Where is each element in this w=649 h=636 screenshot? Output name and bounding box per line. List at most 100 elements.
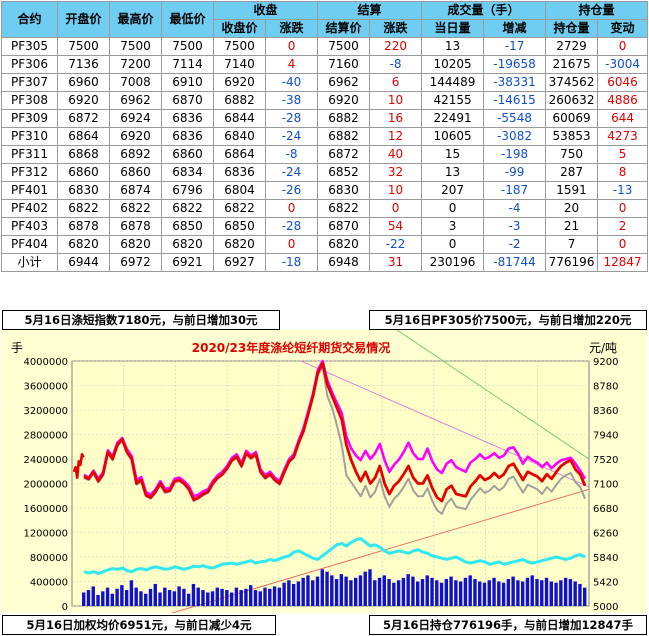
table-cell: 7200 xyxy=(109,55,162,74)
volume-bar xyxy=(559,580,563,606)
table-cell: -198 xyxy=(483,145,547,164)
table-row: PF312 6860 6860 6834 6836 -24 6852 32 13 -99 287 8 xyxy=(1,163,649,182)
table-cell: 6920 xyxy=(317,91,371,110)
left-tick-label: 2800000 xyxy=(23,431,68,442)
table-cell: 7500 xyxy=(317,37,371,56)
table-cell: 6834 xyxy=(161,163,214,182)
table-cell: 0 xyxy=(369,199,423,218)
table-row: PF309 6872 6924 6836 6844 -28 6882 16 22491 -5548… xyxy=(1,109,649,128)
volume-bar xyxy=(287,580,291,606)
table-cell: 6822 xyxy=(109,199,162,218)
table-cell: PF309 xyxy=(1,109,58,128)
table-cell: 144489 xyxy=(421,73,485,92)
table-cell: 230196 xyxy=(421,253,485,272)
table-row: PF403 6878 6878 6850 6850 -28 6870 54 3 -3 21 2 xyxy=(1,217,649,236)
volume-bar xyxy=(406,574,410,606)
hdr-settle-price: 结算价 xyxy=(317,19,371,38)
table-cell: 6820 xyxy=(109,235,162,254)
volume-bar xyxy=(420,579,425,606)
table-cell: PF308 xyxy=(1,91,58,110)
hdr-open: 开盘价 xyxy=(57,1,110,38)
volume-bar xyxy=(554,582,558,606)
table-cell: -40 xyxy=(264,73,319,92)
table-cell: 6882 xyxy=(213,91,266,110)
table-cell: 6870 xyxy=(161,91,214,110)
table-cell: -18 xyxy=(264,253,319,272)
table-cell: 776196 xyxy=(545,253,599,272)
table-cell: PF310 xyxy=(1,127,58,146)
volume-bar xyxy=(210,591,215,606)
table-cell: PF404 xyxy=(1,235,58,254)
table-cell: 6820 xyxy=(317,235,371,254)
left-tick-label: 1600000 xyxy=(23,504,68,515)
volume-bar xyxy=(497,581,501,606)
table-cell: 6944 xyxy=(57,253,110,272)
table-row: PF401 6830 6874 6796 6804 -26 6830 10 207 -187 159… xyxy=(1,181,649,200)
table-cell: 32 xyxy=(369,163,423,182)
table-cell: 6796 xyxy=(161,181,214,200)
volume-bar xyxy=(449,576,453,606)
table-cell: 6872 xyxy=(57,109,110,128)
table-cell: PF307 xyxy=(1,73,58,92)
table-cell: 6822 xyxy=(161,199,214,218)
volume-bar xyxy=(148,588,153,606)
table-cell: 7114 xyxy=(161,55,214,74)
left-tick-label: 2400000 xyxy=(23,455,68,466)
table-cell: 2 xyxy=(597,217,649,236)
volume-bar xyxy=(115,588,119,606)
right-tick-label: 7940 xyxy=(593,431,618,442)
table-row: PF306 7136 7200 7114 7140 4 7160 -8 10205 -19658 2… xyxy=(1,55,649,74)
volume-bar xyxy=(129,580,134,606)
volume-bar xyxy=(368,569,372,606)
left-unit-label: 手 xyxy=(11,341,23,355)
hdr-oi-group: 持仓量 xyxy=(545,1,649,20)
table-cell: 6836 xyxy=(213,163,266,182)
table-cell: -99 xyxy=(483,163,547,182)
table-cell: 6920 xyxy=(109,127,162,146)
table-cell: 0 xyxy=(421,235,485,254)
trend-line-red xyxy=(170,488,590,613)
volume-bar xyxy=(124,590,129,606)
table-cell: 0 xyxy=(597,199,649,218)
volume-bar xyxy=(444,579,449,606)
volume-bar xyxy=(349,580,353,606)
volume-bar xyxy=(134,587,138,606)
volume-bar xyxy=(344,576,348,606)
hdr-settle-group: 结算 xyxy=(317,1,423,20)
left-tick-label: 800000 xyxy=(30,553,68,564)
volume-bar xyxy=(163,587,167,606)
hdr-contract: 合约 xyxy=(1,1,58,38)
hdr-close-group: 收盘 xyxy=(212,1,319,20)
volume-bar xyxy=(139,591,143,606)
table-cell: 6822 xyxy=(317,199,371,218)
table-row: PF404 6820 6820 6820 6820 0 6820 -22 0 -2 7 0 xyxy=(1,235,649,254)
table-cell: 6920 xyxy=(57,91,110,110)
table-cell: 10 xyxy=(369,91,423,110)
volume-bar xyxy=(482,582,487,606)
left-tick-label: 400000 xyxy=(30,578,68,589)
table-cell: 21 xyxy=(545,217,599,236)
table-cell: 6882 xyxy=(317,127,371,146)
table-cell: 0 xyxy=(264,37,319,56)
table-cell: 6046 xyxy=(597,73,649,92)
table-cell: PF312 xyxy=(1,163,58,182)
table-cell: -3082 xyxy=(483,127,547,146)
table-cell: 12 xyxy=(369,127,423,146)
volume-bar xyxy=(439,582,444,606)
table-cell: 42155 xyxy=(421,91,485,110)
volume-bar xyxy=(377,577,382,606)
table-cell: 7136 xyxy=(57,55,110,74)
table-cell: 1591 xyxy=(545,181,599,200)
right-tick-label: 6260 xyxy=(593,529,618,540)
table-cell: 2729 xyxy=(545,37,599,56)
volume-bar xyxy=(358,575,363,606)
volume-bar xyxy=(392,582,396,606)
volume-bar xyxy=(583,587,587,606)
left-tick-label: 1200000 xyxy=(23,529,68,540)
table-cell: -5548 xyxy=(483,109,547,128)
quote-table: 合约 开盘价 最高价 最低价 收盘 结算 成交量（手） 持仓量 收盘价 涨跌 结… xyxy=(1,1,649,272)
volume-bar xyxy=(487,580,491,606)
volume-bar xyxy=(549,581,553,606)
volume-bar xyxy=(196,587,200,606)
